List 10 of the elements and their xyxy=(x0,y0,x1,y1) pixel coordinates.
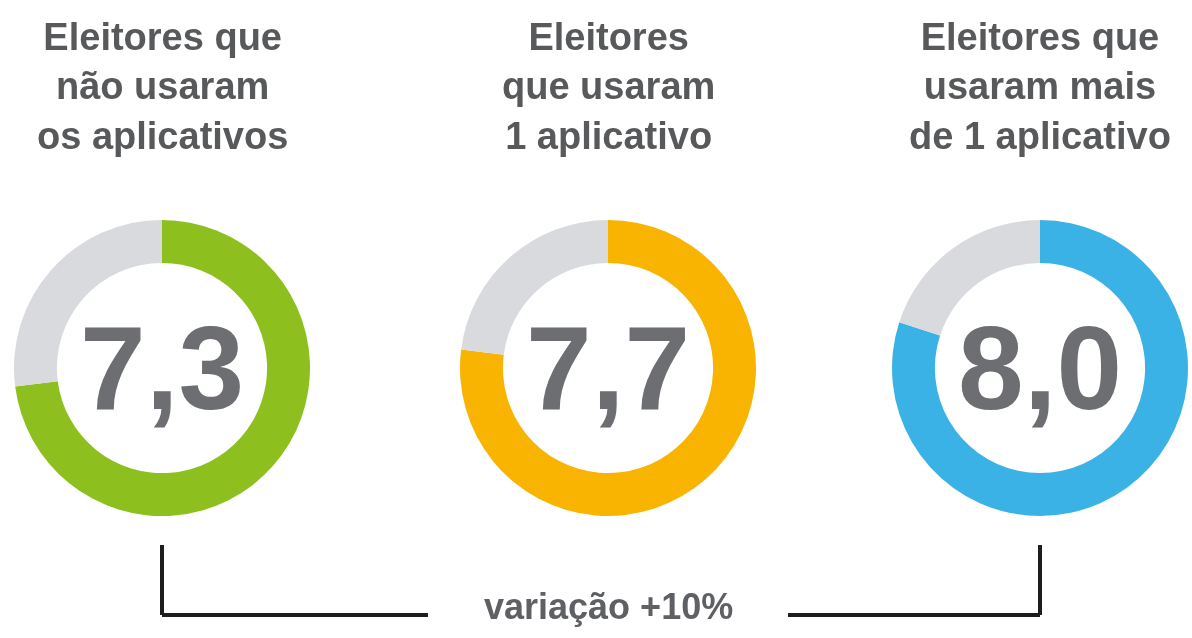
data-label: 8,0 xyxy=(958,302,1123,434)
chart-title: Eleitores que usaram 1 aplicativo xyxy=(502,16,716,157)
text: variação +10% xyxy=(484,586,734,627)
chart-title: Eleitores que usaram mais de 1 aplicativo xyxy=(909,16,1171,157)
donut-slice xyxy=(892,220,1188,516)
data-label: 7,7 xyxy=(526,302,691,434)
data-label: 7,3 xyxy=(80,302,245,434)
chart-title: Eleitores que não usaram os aplicativos xyxy=(37,16,289,157)
donut-slice xyxy=(460,220,756,516)
donut-slice xyxy=(15,220,310,516)
